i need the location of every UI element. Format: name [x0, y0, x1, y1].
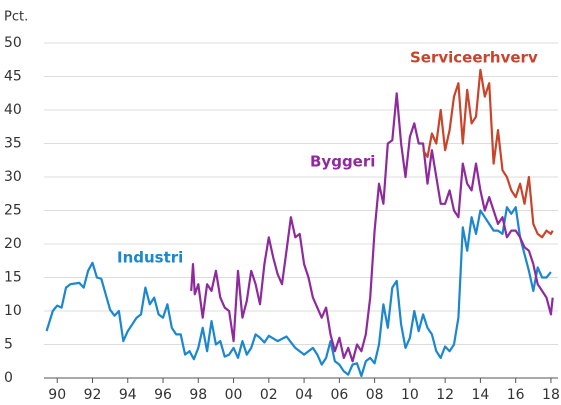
- x-tick-label: 18: [542, 387, 560, 403]
- y-tick-label: 30: [4, 169, 22, 185]
- series-label: Byggeri: [310, 153, 375, 171]
- x-tick-label: 10: [401, 387, 419, 403]
- x-tick-label: 16: [507, 387, 525, 403]
- series-line: [422, 68, 554, 239]
- x-tick-label: 04: [295, 387, 313, 403]
- series-label: Industri: [117, 249, 183, 267]
- x-tick-label: 14: [472, 387, 490, 403]
- y-tick-label: 10: [4, 303, 22, 319]
- x-tick-label: 98: [189, 387, 207, 403]
- x-tick-label: 02: [260, 387, 278, 403]
- y-tick-label: 40: [4, 102, 22, 118]
- y-tick-label: 25: [4, 203, 22, 219]
- series-label: Serviceerhverv: [410, 49, 538, 67]
- y-tick-label: 0: [4, 370, 13, 386]
- y-tick-label: 45: [4, 69, 22, 85]
- x-tick-label: 92: [84, 387, 102, 403]
- y-tick-label: 5: [4, 337, 13, 353]
- x-tick-label: 00: [225, 387, 243, 403]
- y-tick-label: 35: [4, 136, 22, 152]
- y-tick-label: 20: [4, 236, 22, 252]
- y-axis-label: Pct.: [4, 10, 28, 25]
- x-tick-label: 94: [119, 387, 137, 403]
- series-line: [45, 206, 552, 378]
- x-tick-label: 06: [330, 387, 348, 403]
- x-tick-label: 96: [154, 387, 172, 403]
- x-tick-label: 12: [436, 387, 454, 403]
- y-tick-label: 15: [4, 270, 22, 286]
- y-tick-label: 50: [4, 35, 22, 51]
- x-tick-label: 08: [366, 387, 384, 403]
- x-tick-label: 90: [48, 387, 66, 403]
- series-line: [190, 92, 554, 363]
